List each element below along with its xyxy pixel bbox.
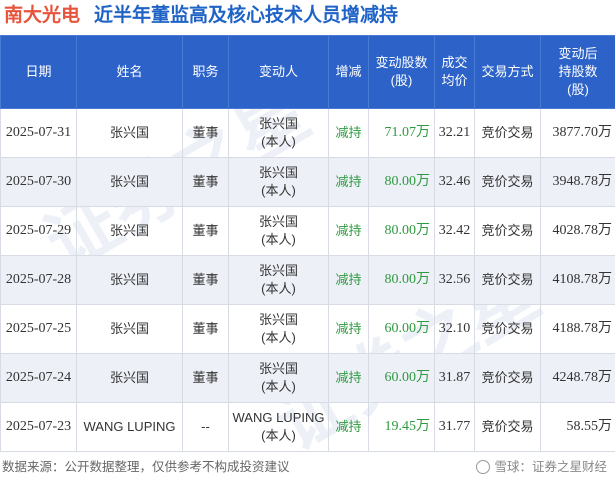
cell-holding-after: 4188.78万 [540, 304, 615, 354]
cell-shares: 60.00万 [368, 304, 435, 354]
cell-shares: 71.07万 [368, 108, 435, 158]
cell-changer: 张兴国 (本人) [228, 304, 329, 354]
footer: 数据来源：公开数据整理，仅供参考不构成投资建议 雪球：证券之星财经 [0, 457, 615, 479]
cell-method: 竞价交易 [474, 157, 541, 207]
cell-holding-after: 4248.78万 [540, 353, 615, 403]
cell-date: 2025-07-24 [0, 353, 77, 403]
snowball-logo-icon [476, 460, 491, 474]
table-row: 2025-07-30 张兴国 董事 张兴国 (本人) 减持 80.00万 32.46 竞价交易 3… [0, 157, 615, 207]
table-subtitle: 近半年董监高及核心技术人员增减持 [94, 5, 399, 26]
cell-holding-after: 3877.70万 [540, 108, 615, 158]
cell-shares: 80.00万 [368, 206, 435, 256]
cell-direction: 减持 [328, 304, 369, 354]
page-title: 南大光电 近半年董监高及核心技术人员增减持 [4, 2, 398, 30]
table-header-row: 日期 姓名 职务 变动人 增减 变动股数 (股) 成交 均价 交易方式 变动后 持股数 (股) [0, 35, 615, 109]
cell-date: 2025-07-23 [0, 402, 77, 452]
column-header-avg-price: 成交 均价 [434, 35, 475, 109]
column-header-direction: 增减 [328, 35, 369, 109]
table-row: 2025-07-29 张兴国 董事 张兴国 (本人) 减持 80.00万 32.42 竞价交易 4… [0, 206, 615, 256]
cell-changer: 张兴国 (本人) [228, 255, 329, 305]
stock-name: 南大光电 [4, 5, 81, 26]
table-body: 2025-07-31 张兴国 董事 张兴国 (本人) 减持 71.07万 32.21 竞价交易 3… [0, 108, 615, 452]
table-row: 2025-07-25 张兴国 董事 张兴国 (本人) 减持 60.00万 32.10 竞价交易 4… [0, 304, 615, 354]
column-header-name: 姓名 [76, 35, 183, 109]
cell-position: 董事 [182, 157, 229, 207]
cell-name: 张兴国 [76, 304, 183, 354]
cell-method: 竞价交易 [474, 402, 541, 452]
cell-changer: 张兴国 (本人) [228, 157, 329, 207]
column-header-shares: 变动股数 (股) [368, 35, 435, 109]
cell-changer: 张兴国 (本人) [228, 206, 329, 256]
cell-avg-price: 31.77 [434, 402, 475, 452]
cell-direction: 减持 [328, 206, 369, 256]
data-source-note: 数据来源：公开数据整理，仅供参考不构成投资建议 [2, 460, 290, 474]
cell-name: 张兴国 [76, 157, 183, 207]
cell-method: 竞价交易 [474, 206, 541, 256]
cell-avg-price: 32.46 [434, 157, 475, 207]
cell-avg-price: 32.42 [434, 206, 475, 256]
cell-shares: 80.00万 [368, 255, 435, 305]
cell-date: 2025-07-25 [0, 304, 77, 354]
column-header-position: 职务 [182, 35, 229, 109]
cell-direction: 减持 [328, 402, 369, 452]
cell-shares: 19.45万 [368, 402, 435, 452]
table-row: 2025-07-28 张兴国 董事 张兴国 (本人) 减持 80.00万 32.56 竞价交易 4… [0, 255, 615, 305]
cell-position: 董事 [182, 206, 229, 256]
cell-avg-price: 32.21 [434, 108, 475, 158]
cell-direction: 减持 [328, 157, 369, 207]
cell-method: 竞价交易 [474, 255, 541, 305]
cell-holding-after: 4108.78万 [540, 255, 615, 305]
cell-name: 张兴国 [76, 206, 183, 256]
cell-shares: 80.00万 [368, 157, 435, 207]
cell-shares: 60.00万 [368, 353, 435, 403]
cell-method: 竞价交易 [474, 304, 541, 354]
cell-name: 张兴国 [76, 353, 183, 403]
cell-name: 张兴国 [76, 255, 183, 305]
cell-method: 竞价交易 [474, 353, 541, 403]
cell-position: 董事 [182, 108, 229, 158]
cell-avg-price: 32.10 [434, 304, 475, 354]
cell-avg-price: 32.56 [434, 255, 475, 305]
table-row: 2025-07-31 张兴国 董事 张兴国 (本人) 减持 71.07万 32.21 竞价交易 3… [0, 108, 615, 158]
cell-date: 2025-07-30 [0, 157, 77, 207]
brand-text: 雪球：证券之星财经 [494, 460, 607, 474]
cell-changer: 张兴国 (本人) [228, 353, 329, 403]
cell-position: 董事 [182, 255, 229, 305]
column-header-holding-after: 变动后 持股数 (股) [540, 35, 615, 109]
table-row: 2025-07-23 WANG LUPING -- WANG LUPING (本人) 减持… [0, 402, 615, 452]
column-header-method: 交易方式 [474, 35, 541, 109]
cell-name: WANG LUPING [76, 402, 183, 452]
cell-method: 竞价交易 [474, 108, 541, 158]
cell-date: 2025-07-29 [0, 206, 77, 256]
column-header-changer: 变动人 [228, 35, 329, 109]
cell-holding-after: 58.55万 [540, 402, 615, 452]
cell-position: 董事 [182, 304, 229, 354]
cell-direction: 减持 [328, 255, 369, 305]
cell-direction: 减持 [328, 353, 369, 403]
cell-date: 2025-07-28 [0, 255, 77, 305]
column-header-date: 日期 [0, 35, 77, 109]
brand-credit: 雪球：证券之星财经 [476, 457, 607, 477]
cell-holding-after: 4028.78万 [540, 206, 615, 256]
cell-changer: 张兴国 (本人) [228, 108, 329, 158]
cell-changer: WANG LUPING (本人) [228, 402, 329, 452]
cell-position: 董事 [182, 353, 229, 403]
table-row: 2025-07-24 张兴国 董事 张兴国 (本人) 减持 60.00万 31.87 竞价交易 4… [0, 353, 615, 403]
cell-avg-price: 31.87 [434, 353, 475, 403]
cell-date: 2025-07-31 [0, 108, 77, 158]
holdings-change-table: 日期 姓名 职务 变动人 增减 变动股数 (股) 成交 均价 交易方式 变动后 持股数 (股) 2025… [0, 35, 615, 452]
cell-name: 张兴国 [76, 108, 183, 158]
cell-holding-after: 3948.78万 [540, 157, 615, 207]
cell-direction: 减持 [328, 108, 369, 158]
cell-position: -- [182, 402, 229, 452]
